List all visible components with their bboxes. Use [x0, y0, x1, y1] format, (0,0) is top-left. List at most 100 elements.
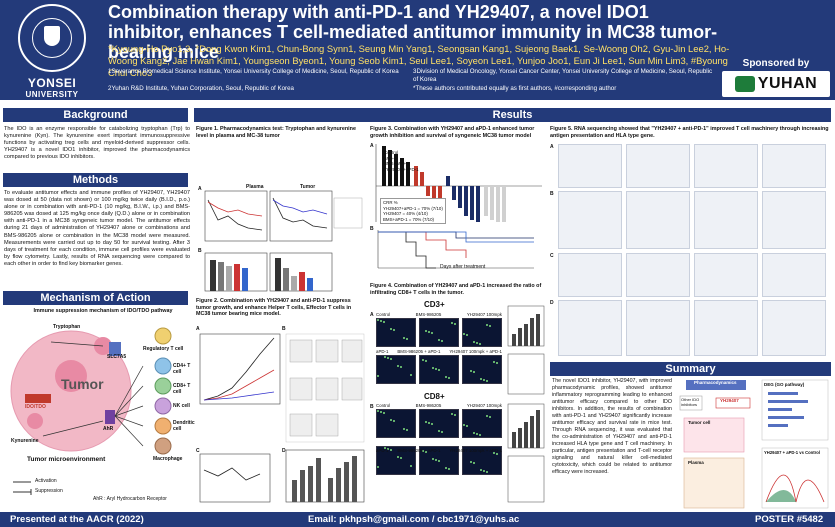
microscopy-image: [376, 409, 416, 438]
fig4-cd8-col-3: YH29407 100mpk: [466, 403, 502, 408]
microscopy-image: [419, 409, 459, 438]
fig1-letter-b: B: [198, 248, 202, 254]
fig3-survival: [377, 230, 534, 269]
fig3-stats-1: YH29407+aPD-1 = 70% (7/10): [383, 205, 443, 211]
rnaseq-plot: [558, 144, 622, 188]
rnaseq-plot: [694, 253, 758, 297]
methods-text: To evaluate antitumor effects and immune…: [4, 190, 190, 267]
footer-poster-number: POSTER #5482: [755, 514, 824, 525]
legend-suppression: Suppression: [35, 488, 63, 494]
moa-tumor-env: Tumor microenvironment: [27, 456, 106, 463]
footer-email: Email: pkhpsh@gmail.com / cbc1971@yuhs.a…: [308, 514, 520, 525]
fig1-bar-plots: [204, 252, 333, 292]
moa-cell-treg: Regulatory T cell: [143, 346, 184, 352]
moa-subtitle: Immune suppression mechanism of IDO/TDO …: [33, 308, 173, 314]
fig2-panels: [199, 333, 365, 503]
moa-kynurenine: Kynurenine: [11, 438, 39, 444]
poster-title: Combination therapy with anti-PD-1 and Y…: [108, 2, 718, 62]
university-seal-icon: [18, 4, 86, 72]
microscopy-image: [376, 318, 416, 347]
microscopy-image: [419, 318, 459, 347]
moa-diagram: [10, 327, 172, 495]
fig3-legend: Control aPD-1 BMS+aPD-1 YH29407 +aPD-1: [384, 150, 419, 172]
affiliation-note: *These authors contributed equally as fi…: [413, 85, 617, 92]
sponsor-name: YUHAN: [757, 75, 818, 92]
yonsei-logo: YONSEI UNIVERSITY: [6, 4, 98, 99]
fig3-stats-title: CRR %: [383, 200, 398, 205]
rnaseq-plot: [558, 191, 622, 249]
moa-figure: Immune suppression mechanism of IDO/TDO …: [3, 306, 195, 508]
fig4-cd8-title: CD8+: [424, 392, 445, 401]
rnaseq-plot: [626, 300, 690, 356]
summary-figure: [679, 379, 829, 509]
fig3-caption: Figure 3. Combination with YH29407 and a…: [370, 126, 535, 139]
fig4-cd3-col-6: YH29407 100mpk + aPD-1: [449, 349, 502, 354]
rnaseq-plot: [762, 300, 826, 356]
fig3-days-label: Days after treatment: [440, 264, 486, 270]
fig4-cd3-col-4: aPD-1: [376, 349, 389, 354]
ahr-note: AhR : Aryl Hydrocarbon Receptor: [93, 496, 167, 502]
fig4-caption: Figure 4. Combination of YH29407 and aPD…: [370, 283, 542, 296]
summary-deg-label: DEG (GO pathway): [764, 382, 805, 387]
fig3-letter-a: A: [370, 143, 374, 149]
yuhan-mark-icon: [734, 76, 755, 92]
fig4-cd3-col-5: BMS-986205 + aPD-1: [397, 349, 441, 354]
fig5-letter-b: B: [550, 191, 554, 197]
fig3-stats-3: BMS+aPD-1 = 70% (7/10): [383, 216, 435, 222]
fig5-letter-c: C: [550, 253, 554, 259]
fig5-caption: Figure 5. RNA sequencing showed that "YH…: [550, 126, 829, 139]
fig4-cd3-title: CD3+: [424, 300, 445, 309]
results-heading: Results: [194, 108, 831, 122]
fig4-cd3-header: Control BMS-986205 YH29407 100mpk: [376, 312, 502, 317]
summary-tumor-label: Tumor cell: [688, 420, 711, 425]
fig4-cd8-col-6: YH29407 100mpk + aPD-1: [449, 448, 502, 453]
fig4-letter-b: B: [370, 404, 374, 410]
rnaseq-plot: [558, 253, 622, 297]
fig2-letter-c: C: [196, 448, 200, 454]
sponsor-label: Sponsored by: [742, 58, 810, 69]
fig2-caption: Figure 2. Combination with YH29407 and a…: [196, 298, 352, 318]
poster-header: YONSEI UNIVERSITY Combination therapy wi…: [0, 0, 835, 100]
summary-yh-label: YH29407: [720, 398, 739, 403]
fig2-letter-b: B: [282, 326, 286, 332]
fig2-letter-d: D: [282, 448, 286, 454]
sponsor-block: Sponsored by YUHAN: [722, 58, 830, 98]
rnaseq-plot: [694, 191, 758, 249]
background-heading: Background: [3, 108, 188, 122]
fig1-caption: Figure 1. Pharmacodynamics test: Tryptop…: [196, 126, 356, 139]
summary-plasma-label: Plasma: [688, 460, 704, 465]
moa-ido-tdo: IDO/TDO: [25, 404, 46, 410]
methods-heading: Methods: [3, 173, 188, 187]
footer-presented: Presented at the AACR (2022): [10, 514, 144, 525]
fig1-plasma-label: Plasma: [246, 184, 264, 190]
fig4-cd3-header-2: aPD-1 BMS-986205 + aPD-1 YH29407 100mpk …: [376, 349, 502, 354]
rnaseq-plot: [626, 191, 690, 249]
summary-pd-label: Pharmacodynamics: [694, 380, 737, 385]
fig3-legend-3: BMS+aPD-1: [384, 161, 409, 166]
moa-cell-cd8: CD8+ T cell: [173, 383, 191, 395]
fig2-letter-a: A: [196, 326, 200, 332]
moa-slc: SLC7A5: [107, 354, 127, 360]
moa-cell-nk: NK cell: [173, 403, 190, 409]
rnaseq-plot: [626, 144, 690, 188]
fig4-cd8-header: Control BMS-986205 YH29407 100mpk: [376, 403, 502, 408]
affiliation-2: 2Yuhan R&D Institute, Yuhan Corporation,…: [108, 85, 294, 92]
fig5-letter-d: D: [550, 300, 554, 306]
rnaseq-plot: [558, 300, 622, 356]
fig3-legend-1: Control: [384, 150, 399, 155]
fig3-legend-4: YH29407 +aPD-1: [384, 166, 419, 172]
background-text: The IDO is an enzyme responsible for cat…: [4, 126, 190, 161]
moa-cell-mac: Macrophage: [153, 456, 183, 462]
fig4-cd8-col-4: aPD-1: [376, 448, 389, 453]
microscopy-image: [376, 446, 416, 475]
microscopy-image: [462, 409, 502, 438]
rnaseq-plot: [694, 144, 758, 188]
moa-tumor-label: Tumor: [61, 376, 104, 392]
rnaseq-plot: [762, 144, 826, 188]
fig4-letter-a: A: [370, 312, 374, 318]
fig1-tumor-label: Tumor: [300, 184, 316, 190]
fig1-line-plots: [204, 190, 363, 242]
microscopy-image: [419, 446, 459, 475]
fig1-letter-a: A: [198, 186, 202, 192]
affiliation-1: 1Severance Biomedical Science Institute,…: [108, 68, 399, 75]
